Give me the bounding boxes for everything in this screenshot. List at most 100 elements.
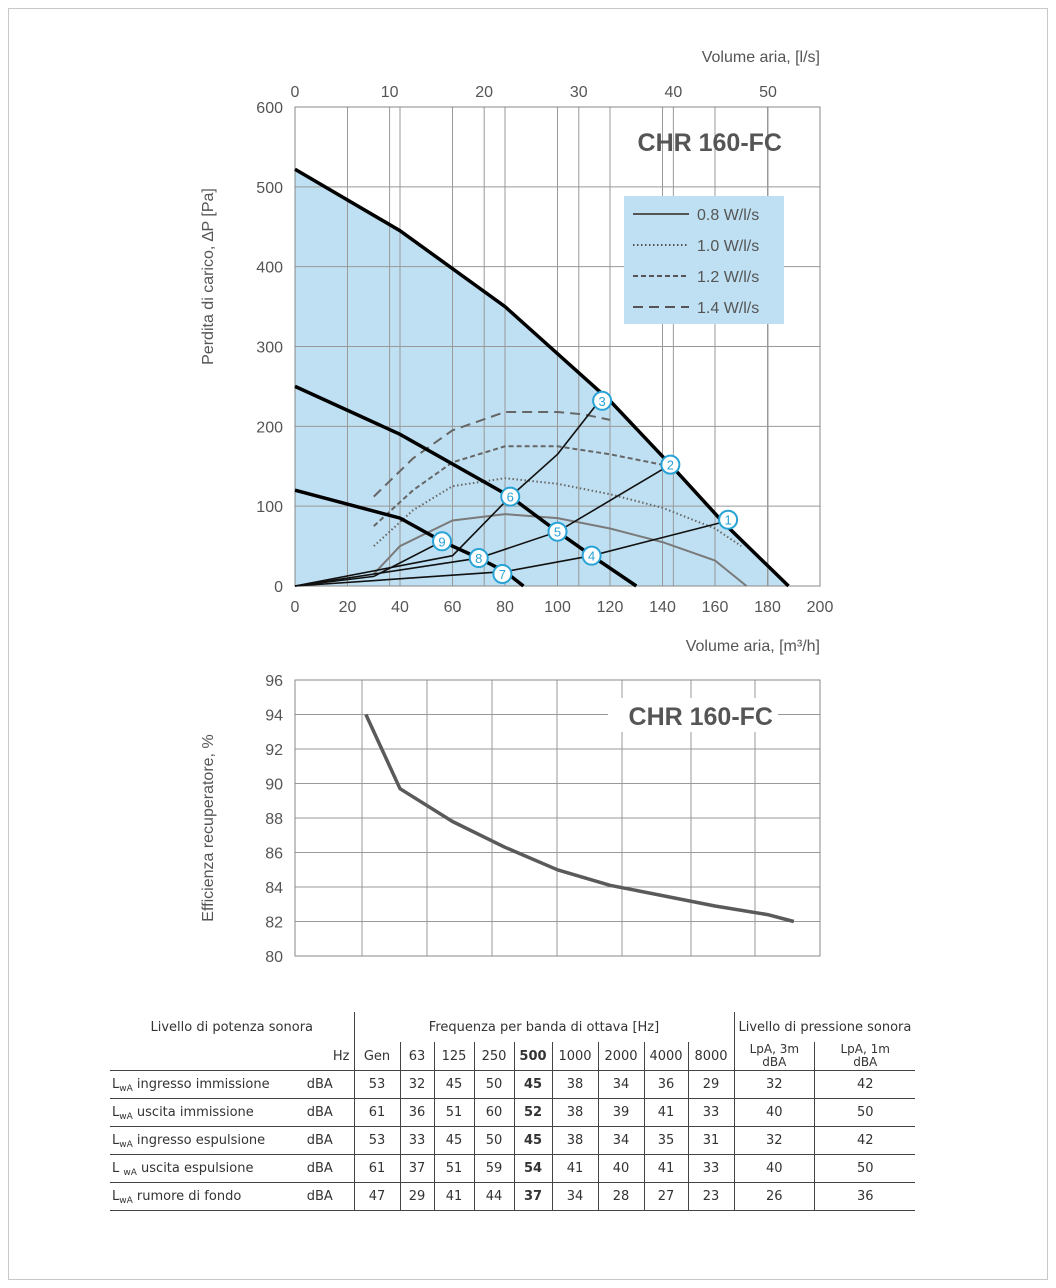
freq-column-header: 63 xyxy=(399,1042,434,1071)
pressure-column-line2: dBA xyxy=(853,1055,878,1069)
freq-value-cell: 37 xyxy=(513,1182,552,1211)
freq-value-cell: 44 xyxy=(473,1182,514,1211)
pressure-column-line2: dBA xyxy=(762,1055,787,1069)
pressure-group-header: Livello di pressione sonora xyxy=(733,1012,916,1042)
x-tick-label: 100 xyxy=(544,599,571,616)
x-tick-label: 0 xyxy=(291,599,300,616)
freq-value-cell: 54 xyxy=(513,1154,552,1183)
plot-border xyxy=(294,106,821,587)
unit-header: Hz xyxy=(286,1042,354,1071)
x2-tick-label: 20 xyxy=(475,84,493,101)
freq-value-cell: 36 xyxy=(643,1070,688,1099)
freq-column-header: 8000 xyxy=(687,1042,734,1071)
x-tick-label: 120 xyxy=(597,599,624,616)
y-tick-label: 500 xyxy=(256,180,283,197)
operating-point-marker xyxy=(500,486,521,507)
freq-value-cell: 28 xyxy=(597,1182,644,1211)
operating-point-label: 9 xyxy=(438,534,445,549)
x-tick-label: 200 xyxy=(807,599,834,616)
y-tick-label: 92 xyxy=(265,742,283,759)
operating-point-marker xyxy=(660,454,681,475)
efficiency-line xyxy=(364,713,795,924)
operating-point-label: 7 xyxy=(499,567,506,582)
x-tick-label: 40 xyxy=(391,599,409,616)
freq-value-cell: 45 xyxy=(433,1070,474,1099)
y-tick-label: 400 xyxy=(256,260,283,277)
freq-column-header: 2000 xyxy=(597,1042,644,1071)
freq-value-cell: 31 xyxy=(687,1126,734,1155)
x-tick-label: 140 xyxy=(649,599,676,616)
pressure-value-cell: 42 xyxy=(814,1070,916,1099)
table-row: LwA ingresso immissione dBA 53 32 45 50 45 38 34… xyxy=(110,1070,916,1099)
frequency-group-header: Frequenza per banda di ottava [Hz] xyxy=(353,1012,734,1042)
freq-value-cell: 34 xyxy=(551,1182,598,1211)
freq-value-cell: 50 xyxy=(473,1070,514,1099)
x2-tick-label: 40 xyxy=(664,84,682,101)
freq-value-cell: 29 xyxy=(399,1182,434,1211)
efficiency-series-line xyxy=(373,445,671,527)
freq-value-cell: 52 xyxy=(513,1098,552,1127)
x-tick-label: 180 xyxy=(754,599,781,616)
freq-value-cell: 38 xyxy=(551,1126,598,1155)
row-label: LwA rumore di fondo xyxy=(110,1182,286,1211)
freq-value-cell: 39 xyxy=(597,1098,644,1127)
chart-title: CHR 160-FC xyxy=(638,129,782,157)
y-tick-label: 600 xyxy=(256,100,283,117)
row-label: LwA uscita immissione xyxy=(110,1098,286,1127)
freq-column-header: 4000 xyxy=(643,1042,688,1071)
freq-value-cell: 45 xyxy=(513,1126,552,1155)
efficiency-series-line xyxy=(373,477,742,547)
freq-value-cell: 53 xyxy=(353,1070,400,1099)
row-label-text: rumore di fondo xyxy=(132,1189,242,1204)
row-label-subscript: wA xyxy=(119,1140,133,1150)
pressure-column-header: LpA, 1m dBA xyxy=(814,1042,916,1071)
freq-value-cell: 61 xyxy=(353,1098,400,1127)
x2-axis-label: Volume aria, [l/s] xyxy=(702,49,820,66)
pressure-value-cell: 42 xyxy=(814,1126,916,1155)
y-axis-label: Perdita di carico, ∆P [Pa] xyxy=(200,188,217,365)
row-unit: dBA xyxy=(286,1182,354,1211)
legend-label: 0.8 W/l/s xyxy=(697,207,759,224)
row-label-prefix: L xyxy=(112,1189,120,1204)
freq-value-cell: 41 xyxy=(643,1098,688,1127)
empty-header-cell xyxy=(110,1042,286,1071)
row-label-text: ingresso immissione xyxy=(132,1077,270,1092)
row-label: LwA ingresso immissione xyxy=(110,1070,286,1099)
row-label: LwA ingresso espulsione xyxy=(110,1126,286,1155)
freq-value-cell: 40 xyxy=(597,1154,644,1183)
legend-box xyxy=(624,196,784,324)
pressure-chart: 0 20 40 60 80 100 120 140 160 180 2000 10 20 30 40 5001… xyxy=(200,49,834,655)
operating-point-marker xyxy=(492,564,513,585)
pressure-value-cell: 32 xyxy=(733,1070,815,1099)
table-row: L wA uscita espulsione dBA 61 37 51 59 54 41 40 4… xyxy=(110,1154,916,1183)
freq-value-cell: 33 xyxy=(687,1098,734,1127)
freq-column-header: 125 xyxy=(433,1042,474,1071)
freq-value-cell: 23 xyxy=(687,1182,734,1211)
row-unit: dBA xyxy=(286,1126,354,1155)
x-tick-label: 80 xyxy=(496,599,514,616)
system-curve xyxy=(294,521,724,587)
row-label-prefix: L xyxy=(112,1161,124,1176)
table-row: LwA uscita immissione dBA 61 36 51 60 52 38 39 41… xyxy=(110,1098,916,1127)
freq-column-header: 500 xyxy=(513,1042,552,1071)
freq-value-cell: 45 xyxy=(433,1126,474,1155)
freq-value-cell: 51 xyxy=(433,1098,474,1127)
operating-point-marker xyxy=(592,390,613,411)
freq-column-header: 1000 xyxy=(551,1042,598,1071)
row-unit: dBA xyxy=(286,1098,354,1127)
y-tick-label: 0 xyxy=(274,579,283,596)
freq-value-cell: 35 xyxy=(643,1126,688,1155)
table-row: LwA rumore di fondo dBA 47 29 41 44 37 34 28 27 23… xyxy=(110,1182,916,1211)
efficiency-series-line xyxy=(373,411,611,498)
pressure-column-line1: LpA, 3m xyxy=(749,1042,800,1056)
plot-border xyxy=(294,679,821,957)
row-label-subscript: wA xyxy=(119,1084,133,1094)
pressure-value-cell: 36 xyxy=(814,1182,916,1211)
pressure-column-line1: LpA, 1m xyxy=(840,1042,890,1056)
system-curve xyxy=(294,540,443,587)
row-label-subscript: wA xyxy=(119,1112,133,1122)
freq-value-cell: 29 xyxy=(687,1070,734,1099)
system-curve xyxy=(294,464,671,587)
efficiency-series-line xyxy=(373,513,748,587)
operating-point-label: 1 xyxy=(725,513,732,528)
